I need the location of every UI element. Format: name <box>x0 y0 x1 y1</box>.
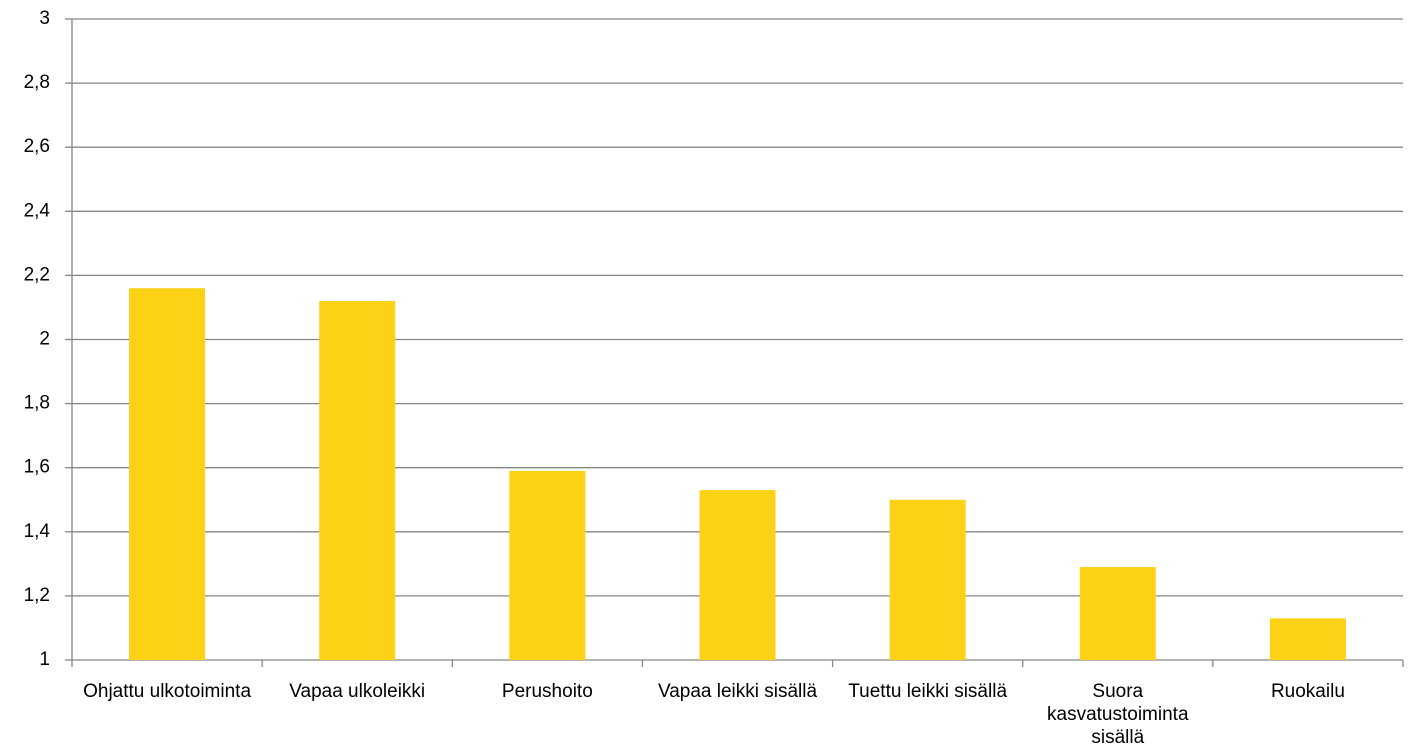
bar <box>889 499 966 660</box>
y-tick-label: 2,2 <box>24 264 50 285</box>
y-tick-label: 2,4 <box>24 200 51 221</box>
x-tick-label: Vapaa leikki sisällä <box>657 681 818 702</box>
y-tick-label: 2,8 <box>24 72 50 93</box>
x-tick-label: Perushoito <box>501 681 593 702</box>
x-tick-label: Vapaa ulkoleikki <box>289 681 426 702</box>
x-tick-label: Suora kasvatustoiminta sisällä <box>1047 681 1189 748</box>
y-tick-label: 1,2 <box>24 585 50 606</box>
bar <box>319 301 396 660</box>
x-tick-label: Ruokailu <box>1270 681 1345 702</box>
x-tick-label: Tuettu leikki sisällä <box>848 681 1008 702</box>
y-tick-label: 1,8 <box>24 393 50 414</box>
bar <box>699 490 776 660</box>
y-tick-label: 2,6 <box>24 136 50 157</box>
y-tick-label: 3 <box>39 8 50 29</box>
bar <box>1079 567 1156 660</box>
bar <box>509 470 586 660</box>
y-tick-label: 1,4 <box>24 521 51 542</box>
x-tick-label: Ohjattu ulkotoiminta <box>83 681 252 702</box>
bar <box>129 288 206 660</box>
y-tick-label: 2 <box>39 329 50 350</box>
bar <box>1269 618 1346 660</box>
y-tick-label: 1,6 <box>24 457 50 478</box>
y-tick-label: 1 <box>39 649 50 670</box>
